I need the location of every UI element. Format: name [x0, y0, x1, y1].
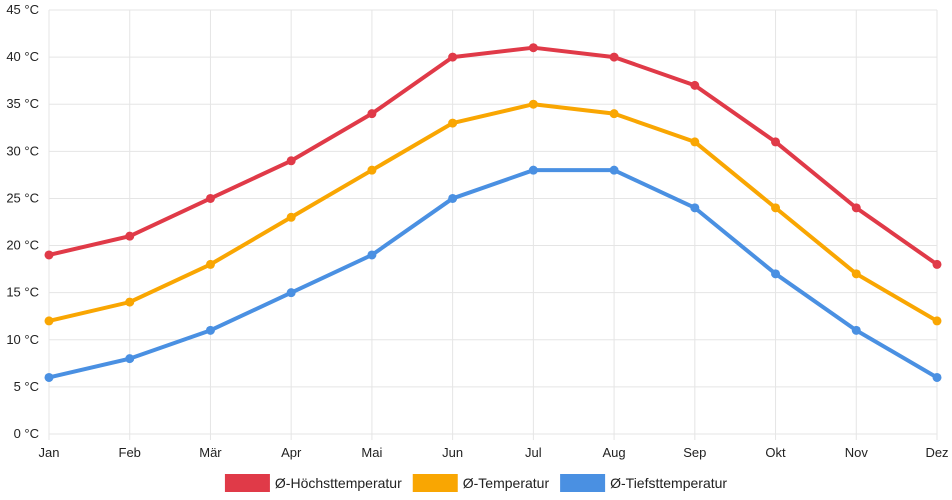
y-tick-label: 5 °C — [14, 379, 39, 394]
data-point[interactable] — [448, 52, 458, 62]
data-point[interactable] — [609, 109, 619, 119]
series-line — [47, 102, 939, 323]
data-point[interactable] — [286, 212, 296, 222]
legend-swatch — [224, 474, 270, 492]
y-tick-label: 25 °C — [6, 190, 39, 205]
data-point[interactable] — [125, 354, 135, 364]
data-point[interactable] — [448, 193, 458, 203]
x-tick-label: Jan — [39, 445, 60, 460]
data-point[interactable] — [125, 297, 135, 307]
data-point[interactable] — [286, 288, 296, 298]
data-point[interactable] — [690, 203, 700, 213]
x-tick-label: Apr — [281, 445, 302, 460]
legend-label: Ø-Temperatur — [463, 475, 550, 491]
series-1 — [44, 43, 942, 269]
data-point[interactable] — [851, 269, 861, 279]
y-tick-label: 45 °C — [6, 2, 39, 17]
y-tick-label: 35 °C — [6, 96, 39, 111]
x-tick-label: Mai — [361, 445, 382, 460]
legend-swatch — [412, 474, 458, 492]
data-point[interactable] — [771, 203, 781, 213]
data-point[interactable] — [528, 43, 538, 53]
data-point[interactable] — [932, 316, 942, 326]
data-point[interactable] — [205, 325, 215, 335]
data-point[interactable] — [771, 137, 781, 147]
data-point[interactable] — [932, 372, 942, 382]
data-point[interactable] — [771, 269, 781, 279]
data-point[interactable] — [851, 203, 861, 213]
y-tick-label: 30 °C — [6, 143, 39, 158]
data-point[interactable] — [528, 99, 538, 109]
data-point[interactable] — [44, 372, 54, 382]
data-point[interactable] — [205, 259, 215, 269]
grid — [48, 9, 938, 440]
x-tick-label: Jul — [525, 445, 542, 460]
y-tick-label: 40 °C — [6, 49, 39, 64]
data-point[interactable] — [44, 316, 54, 326]
y-tick-label: 0 °C — [14, 426, 39, 441]
series-layer — [44, 43, 942, 382]
data-point[interactable] — [932, 259, 942, 269]
data-point[interactable] — [286, 156, 296, 166]
legend-item-1[interactable]: Ø-Höchsttemperatur — [224, 474, 402, 492]
data-point[interactable] — [690, 80, 700, 90]
data-point[interactable] — [448, 118, 458, 128]
x-tick-label: Nov — [845, 445, 869, 460]
data-point[interactable] — [528, 165, 538, 175]
x-tick-label: Dez — [925, 445, 948, 460]
x-axis-ticks: Jan Feb Mär Apr Mai Jun Jul Aug Sep Okt Nov Dez — [39, 445, 949, 460]
data-point[interactable] — [851, 325, 861, 335]
y-tick-label: 10 °C — [6, 332, 39, 347]
data-point[interactable] — [609, 165, 619, 175]
x-tick-label: Okt — [765, 445, 786, 460]
data-point[interactable] — [367, 109, 377, 119]
data-point[interactable] — [44, 250, 54, 260]
data-point[interactable] — [690, 137, 700, 147]
data-point[interactable] — [125, 231, 135, 241]
series-line — [47, 45, 939, 267]
x-tick-label: Mär — [199, 445, 222, 460]
legend-item-3[interactable]: Ø-Tiefsttemperatur — [560, 474, 727, 492]
legend-label: Ø-Tiefsttemperatur — [610, 475, 727, 491]
data-point[interactable] — [367, 250, 377, 260]
data-point[interactable] — [205, 193, 215, 203]
series-3 — [44, 165, 942, 382]
x-tick-label: Sep — [683, 445, 706, 460]
series-2 — [44, 99, 942, 326]
legend-label: Ø-Höchsttemperatur — [275, 475, 402, 491]
data-point[interactable] — [367, 165, 377, 175]
x-tick-label: Aug — [603, 445, 626, 460]
y-tick-label: 15 °C — [6, 285, 39, 300]
y-axis-ticks: 0 °C 5 °C 10 °C 15 °C 20 °C 25 °C 30 °C 35 °C 40… — [6, 2, 39, 441]
data-point[interactable] — [609, 52, 619, 62]
legend-swatch — [560, 474, 606, 492]
y-tick-label: 20 °C — [6, 238, 39, 253]
x-tick-label: Jun — [442, 445, 463, 460]
legend: Ø-Höchsttemperatur Ø-Temperatur Ø-Tiefstte… — [224, 474, 727, 492]
series-line — [47, 168, 939, 380]
legend-item-2[interactable]: Ø-Temperatur — [412, 474, 550, 492]
x-tick-label: Feb — [119, 445, 141, 460]
